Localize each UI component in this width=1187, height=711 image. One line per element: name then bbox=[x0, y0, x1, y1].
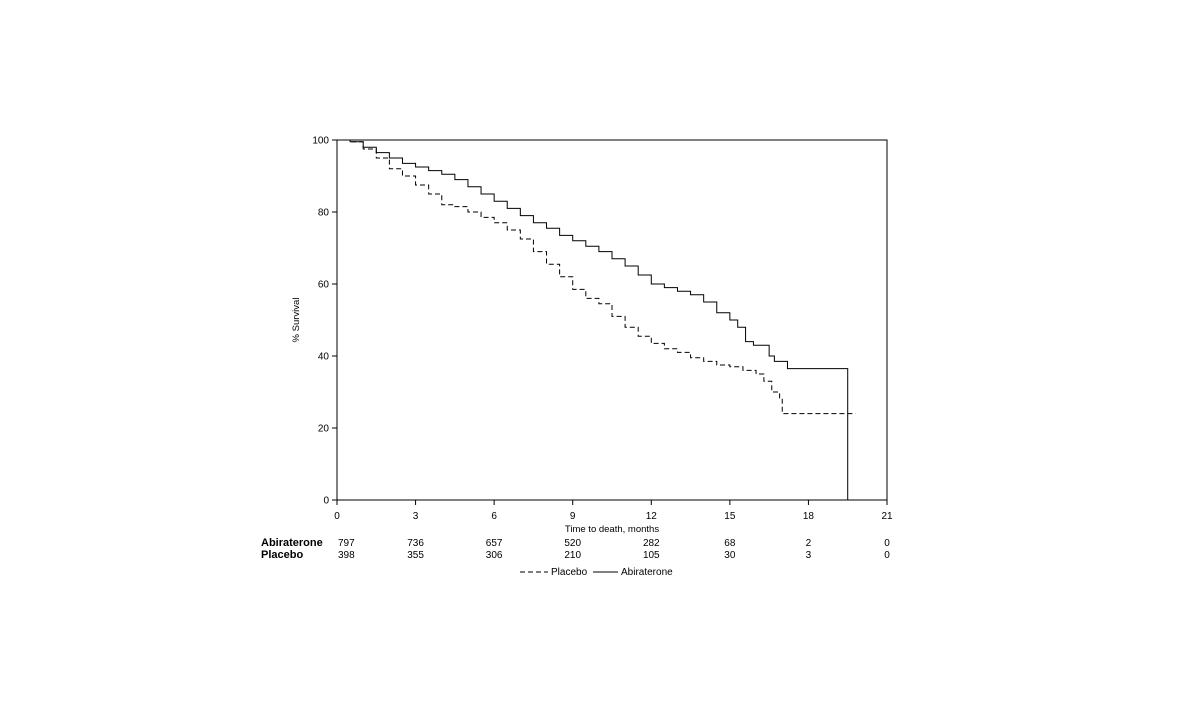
y-tick-label: 40 bbox=[318, 352, 330, 363]
risk-count: 736 bbox=[407, 538, 424, 549]
risk-count: 520 bbox=[564, 538, 581, 549]
x-tick-label: 21 bbox=[881, 511, 893, 522]
risk-count: 0 bbox=[884, 538, 890, 549]
x-tick-label: 15 bbox=[724, 511, 736, 522]
risk-count: 797 bbox=[338, 538, 355, 549]
x-tick-label: 12 bbox=[646, 511, 658, 522]
y-tick-label: 20 bbox=[318, 424, 330, 435]
y-tick-label: 0 bbox=[323, 496, 329, 507]
risk-count: 105 bbox=[643, 550, 660, 561]
series-abiraterone-line bbox=[337, 139, 849, 500]
x-tick-label: 0 bbox=[334, 511, 340, 522]
plot-frame bbox=[336, 139, 888, 501]
risk-count: 3 bbox=[806, 550, 812, 561]
legend-placebo-label: Placebo bbox=[551, 567, 588, 578]
risk-count: 657 bbox=[486, 538, 503, 549]
risk-row-label: Abiraterone bbox=[261, 537, 323, 549]
risk-count: 2 bbox=[806, 538, 812, 549]
risk-table: Abiraterone 797 736 657 520 282 68 2 0 Placebo 398… bbox=[261, 537, 890, 561]
risk-count: 0 bbox=[884, 550, 890, 561]
series-group bbox=[337, 139, 856, 500]
legend: Placebo Abiraterone bbox=[520, 567, 673, 578]
series-placebo-line bbox=[337, 139, 856, 415]
y-tick-label: 80 bbox=[318, 208, 330, 219]
x-tick-label: 3 bbox=[413, 511, 419, 522]
y-tick-label: 100 bbox=[312, 136, 329, 147]
x-axis: 0 3 6 9 12 15 18 21 bbox=[334, 500, 893, 522]
risk-count: 306 bbox=[486, 550, 503, 561]
risk-count: 355 bbox=[407, 550, 424, 561]
risk-count: 210 bbox=[564, 550, 581, 561]
risk-count: 282 bbox=[643, 538, 660, 549]
x-tick-label: 6 bbox=[491, 511, 497, 522]
y-tick-label: 60 bbox=[318, 280, 330, 291]
risk-count: 30 bbox=[724, 550, 736, 561]
x-tick-label: 9 bbox=[570, 511, 576, 522]
risk-count: 398 bbox=[338, 550, 355, 561]
legend-abiraterone-label: Abiraterone bbox=[621, 567, 673, 578]
risk-row-label: Placebo bbox=[261, 549, 303, 561]
y-axis: 0 20 40 60 80 100 bbox=[312, 136, 337, 507]
risk-count: 68 bbox=[724, 538, 736, 549]
x-tick-label: 18 bbox=[803, 511, 815, 522]
x-axis-title: Time to death, months bbox=[565, 524, 659, 535]
y-axis-title: % Survival bbox=[291, 298, 302, 343]
